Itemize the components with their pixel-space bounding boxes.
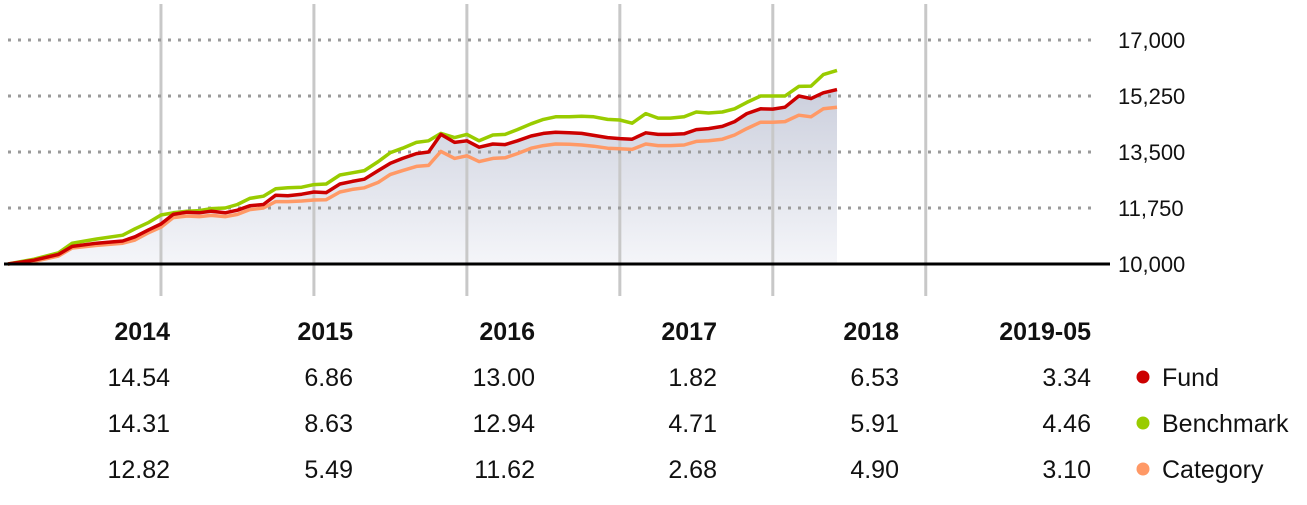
legend-label-benchmark: Benchmark	[1162, 410, 1289, 438]
y-tick-label: 17,000	[1118, 28, 1185, 53]
table-cell: 4.46	[1042, 410, 1091, 438]
y-axis-ticks: 10,000 11,750 13,500 15,250 17,000	[1118, 28, 1185, 277]
fund-area-fill	[8, 89, 837, 264]
column-header: 2016	[479, 318, 535, 346]
table-cell: 3.34	[1042, 364, 1091, 392]
table-cell: 13.00	[472, 364, 535, 392]
table-cell: 1.82	[668, 364, 717, 392]
column-header: 2018	[843, 318, 899, 346]
table-cell: 6.53	[850, 364, 899, 392]
table-cell: 12.82	[107, 456, 170, 484]
y-tick-label: 11,750	[1118, 196, 1184, 221]
y-tick-label: 13,500	[1118, 140, 1185, 165]
legend-label-fund: Fund	[1162, 364, 1219, 392]
table-cell: 12.94	[472, 410, 535, 438]
column-header: 2017	[661, 318, 717, 346]
returns-table: 2014 2015 2016 2017 2018 2019-05 14.54 6.86 13.0…	[107, 318, 1091, 484]
legend: Fund Benchmark Category	[1136, 364, 1289, 484]
table-cell: 3.10	[1042, 456, 1091, 484]
y-tick-label: 10,000	[1118, 252, 1185, 277]
table-cell: 14.54	[107, 364, 170, 392]
legend-label-category: Category	[1162, 456, 1264, 484]
table-cell: 2.68	[668, 456, 717, 484]
table-cell: 14.31	[107, 410, 170, 438]
table-cell: 5.49	[304, 456, 353, 484]
column-header: 2019-05	[999, 318, 1091, 346]
series-lines	[7, 68, 838, 266]
table-cell: 4.90	[850, 456, 899, 484]
fund-area	[8, 89, 837, 264]
series-line-category	[7, 105, 838, 266]
legend-dot-fund	[1136, 370, 1150, 384]
table-cell: 8.63	[304, 410, 353, 438]
column-header: 2015	[297, 318, 353, 346]
table-cell: 4.71	[668, 410, 717, 438]
table-cell: 5.91	[850, 410, 899, 438]
series-line-fund	[7, 87, 838, 266]
y-tick-label: 15,250	[1118, 84, 1185, 109]
table-cell: 6.86	[304, 364, 353, 392]
legend-dot-benchmark	[1136, 416, 1150, 430]
table-cell: 11.62	[474, 456, 535, 484]
legend-dot-category	[1136, 462, 1150, 476]
column-header: 2014	[114, 318, 170, 346]
